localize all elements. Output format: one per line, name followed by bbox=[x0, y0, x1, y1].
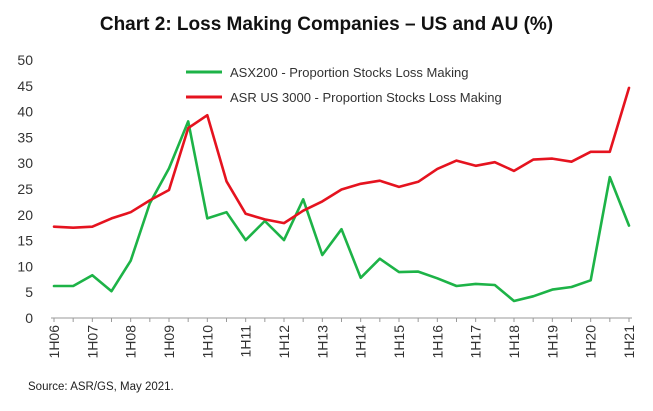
x-tick-label: 1H15 bbox=[391, 325, 407, 359]
x-tick-label: 1H11 bbox=[238, 325, 254, 358]
source-note: Source: ASR/GS, May 2021. bbox=[28, 381, 174, 393]
y-tick-label: 5 bbox=[25, 284, 33, 300]
x-tick-label: 1H16 bbox=[429, 325, 445, 359]
chart-title: Chart 2: Loss Making Companies – US and … bbox=[99, 14, 554, 35]
y-tick-label: 15 bbox=[17, 233, 33, 249]
x-tick-label: 1H08 bbox=[123, 325, 139, 359]
y-axis: 0 5 10 15 20 25 30 35 40 45 50 bbox=[17, 52, 33, 326]
x-tick-label: 1H09 bbox=[161, 325, 177, 359]
x-tick-label: 1H07 bbox=[84, 325, 100, 359]
y-tick-label: 40 bbox=[17, 104, 33, 120]
series-line-us3000 bbox=[52, 86, 631, 229]
x-tick-label: 1H18 bbox=[506, 325, 522, 359]
legend-label: ASR US 3000 - Proportion Stocks Loss Mak… bbox=[230, 90, 502, 105]
series-layer bbox=[52, 86, 631, 303]
x-tick-label: 1H17 bbox=[468, 325, 484, 359]
x-tick-label: 1H10 bbox=[199, 325, 215, 359]
y-tick-label: 25 bbox=[17, 181, 33, 197]
y-tick-label: 50 bbox=[17, 52, 33, 68]
x-tick-label: 1H19 bbox=[544, 325, 560, 359]
legend: ASX200 - Proportion Stocks Loss Making AS… bbox=[186, 65, 502, 105]
y-tick-label: 0 bbox=[25, 310, 33, 326]
series-line-asx200 bbox=[52, 120, 631, 303]
x-tick-label: 1H20 bbox=[583, 325, 599, 359]
legend-label: ASX200 - Proportion Stocks Loss Making bbox=[230, 65, 468, 80]
x-axis: 1H06 1H07 1H08 1H09 1H10 1H11 1H12 1H13 1H14 1H15… bbox=[46, 317, 637, 359]
x-tick-label: 1H14 bbox=[353, 325, 369, 359]
y-tick-label: 20 bbox=[17, 207, 33, 223]
y-tick-label: 30 bbox=[17, 155, 33, 171]
x-tick-label: 1H21 bbox=[621, 325, 637, 359]
x-tick-label: 1H13 bbox=[314, 325, 330, 359]
x-tick-label: 1H12 bbox=[276, 325, 292, 359]
y-tick-label: 10 bbox=[17, 258, 33, 274]
y-tick-label: 35 bbox=[17, 129, 33, 145]
x-tick-label: 1H06 bbox=[46, 325, 62, 359]
y-tick-label: 45 bbox=[17, 78, 33, 94]
